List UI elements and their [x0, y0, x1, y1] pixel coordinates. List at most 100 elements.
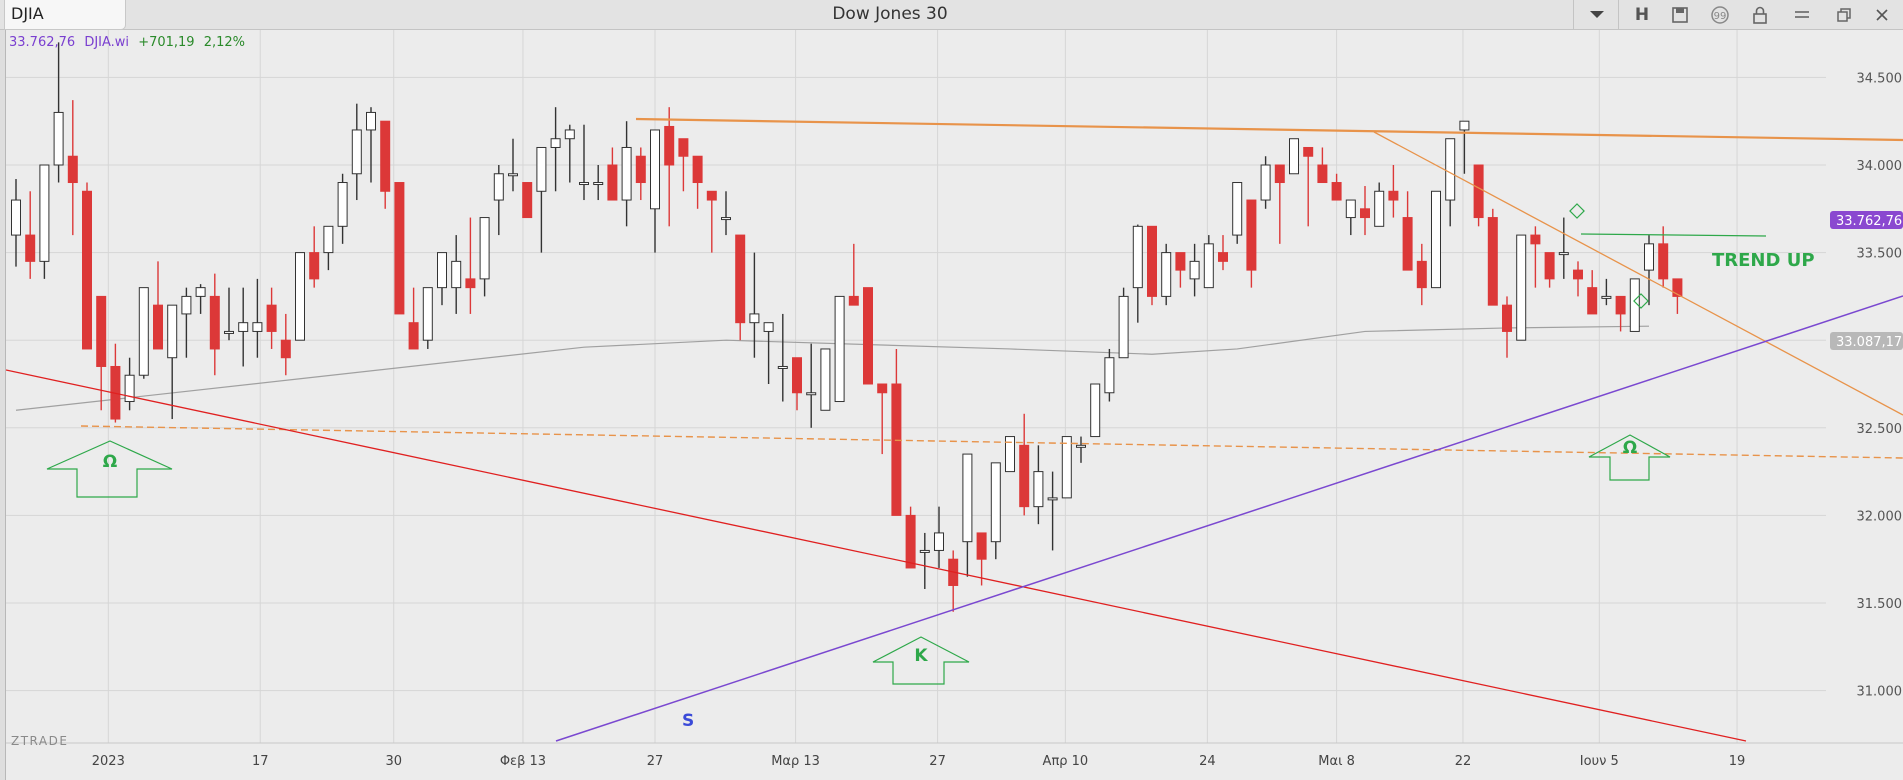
candle	[763, 322, 774, 384]
info-change: +701,19	[138, 35, 194, 50]
candle	[124, 357, 135, 411]
close-icon[interactable]	[1862, 0, 1902, 30]
candle-body	[536, 146, 547, 192]
candle-body	[1289, 138, 1299, 175]
restore-icon[interactable]	[1824, 0, 1864, 30]
candle-body	[820, 348, 831, 411]
candle	[536, 146, 547, 253]
candle-body	[1317, 164, 1328, 184]
candle	[834, 295, 845, 403]
candle	[550, 107, 561, 192]
minimize-icon[interactable]	[1782, 0, 1822, 30]
candle-body	[252, 322, 263, 332]
x-tick-label: 27	[929, 754, 946, 769]
candle-body	[1672, 278, 1683, 297]
candle	[1502, 296, 1512, 358]
lock-icon[interactable]	[1740, 0, 1780, 30]
candle	[323, 225, 334, 271]
candle	[564, 124, 575, 183]
candle-body	[1232, 182, 1243, 236]
candle-body	[25, 234, 36, 262]
dropdown-arrow-icon[interactable]	[1577, 0, 1617, 30]
x-tick-label: 22	[1455, 754, 1472, 769]
ma-price-text: 33.087,17	[1836, 335, 1902, 350]
candle-body	[1061, 436, 1072, 499]
candle-body	[1033, 471, 1044, 508]
candle-body	[1658, 243, 1669, 280]
candle	[777, 313, 788, 402]
candle	[621, 121, 632, 227]
save-icon[interactable]	[1660, 0, 1700, 30]
info-change-pct: 2,12%	[204, 35, 245, 50]
candles	[11, 42, 1683, 612]
candle	[1629, 278, 1640, 332]
candle	[437, 252, 447, 306]
candle	[976, 532, 987, 586]
candle	[1232, 182, 1243, 244]
candle-body	[749, 313, 760, 324]
candle	[863, 287, 873, 385]
candle-body	[1587, 287, 1598, 315]
candlestick-chart[interactable]: 34.50034.00033.50033.00032.50032.00031.5…	[6, 30, 1903, 780]
candle	[1203, 235, 1214, 289]
candle	[962, 453, 973, 577]
candle-body	[1558, 252, 1569, 256]
y-tick-label: 34.500	[1857, 71, 1903, 86]
comment-icon[interactable]: 99	[1700, 0, 1740, 30]
candle-body	[1530, 234, 1541, 245]
candle-body	[1516, 234, 1527, 341]
candle-body	[295, 252, 305, 341]
candle-body	[337, 182, 348, 227]
candle-body	[1218, 252, 1228, 262]
candle-body	[451, 260, 462, 289]
x-tick-label: Ιουν 5	[1580, 754, 1619, 769]
candle-body	[905, 514, 916, 569]
toolbar-separator	[1618, 0, 1619, 30]
window-title: Dow Jones 30	[832, 4, 948, 24]
candle	[1644, 235, 1654, 306]
current-price-text: 33.762,76	[1836, 214, 1902, 229]
candle-body	[919, 549, 930, 553]
candle	[39, 164, 50, 279]
candle	[1360, 186, 1370, 236]
candle	[1516, 234, 1527, 341]
candle-body	[437, 252, 447, 289]
candle	[1033, 445, 1044, 525]
candle	[53, 42, 64, 183]
watermark: ZTRADE	[11, 734, 68, 748]
chart-left-edge	[0, 30, 6, 780]
candle-body	[1374, 190, 1385, 227]
x-axis: 19 2023 17 30 Φεβ 13 27 Μαρ 13 27 Απρ 10 24 Μαι 8 2…	[6, 742, 1903, 769]
candle-body	[124, 374, 135, 403]
candle-body	[1104, 357, 1115, 394]
candle	[1132, 224, 1143, 323]
candle-body	[493, 173, 504, 201]
x-tick-label: Μαρ 13	[771, 754, 820, 769]
candle	[1104, 348, 1115, 402]
history-button[interactable]: H	[1634, 5, 1650, 25]
candle-body	[1019, 444, 1030, 508]
candle-body	[280, 339, 291, 359]
candle	[1175, 252, 1186, 288]
drawings[interactable]	[6, 117, 1903, 742]
candle	[493, 165, 504, 236]
candle	[337, 173, 348, 244]
candle	[579, 124, 589, 201]
candle	[1431, 190, 1441, 289]
candle-body	[53, 111, 64, 166]
candle	[25, 191, 36, 279]
candle-body	[39, 164, 50, 262]
candle-body	[1274, 164, 1285, 184]
candle	[934, 506, 944, 568]
candle	[919, 532, 930, 589]
candle-body	[650, 129, 660, 210]
candle-body	[564, 129, 575, 140]
candle	[1289, 138, 1299, 175]
candle	[266, 287, 277, 349]
symbol-input[interactable]: DJIA	[4, 0, 126, 30]
candle-body	[1487, 217, 1498, 306]
candle-body	[11, 199, 21, 236]
candle-body	[579, 182, 589, 186]
candle	[905, 506, 916, 569]
candle-body	[1161, 252, 1172, 297]
